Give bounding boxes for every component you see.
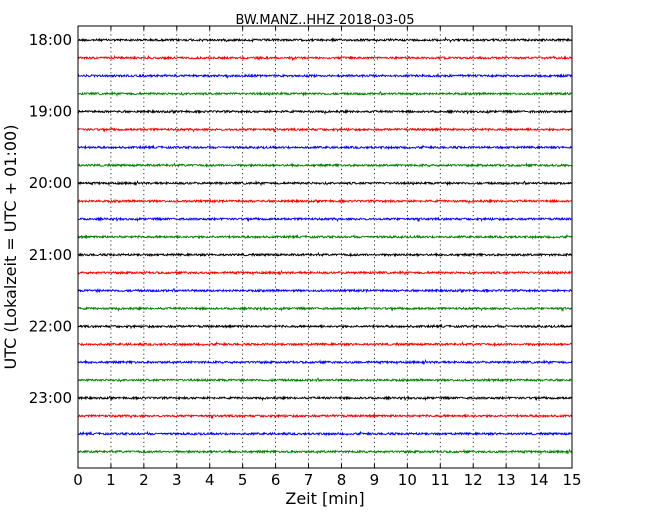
x-axis-ticks: 0 1 2 3 4 5 6 7 8 9 10 11 12 13 14 15 [73,26,582,489]
x-tick-label: 0 [73,471,83,489]
trace-2345 [77,448,573,456]
grid-lines [110,26,540,468]
trace-2145 [77,305,573,312]
y-axis-label: UTC (Lokalzeit = UTC + 01:00) [1,125,20,370]
x-tick-label: 8 [337,471,347,489]
trace-1815 [77,54,573,62]
x-tick-label: 6 [271,471,281,489]
y-tick-label: 21:00 [29,246,72,264]
y-axis-ticks: 18:00 19:00 20:00 21:00 22:00 23:00 [29,31,572,407]
trace-1800 [77,36,573,44]
trace-1915 [77,126,573,133]
x-tick-label: 14 [530,471,549,489]
plot-frame [77,25,573,469]
trace-1945 [77,162,573,169]
trace-2045 [77,233,573,240]
trace-2215 [77,341,573,348]
x-tick-label: 5 [238,471,248,489]
trace-1930 [77,144,573,151]
chart-title: BW.MANZ..HHZ 2018-03-05 [235,13,414,28]
x-tick-label: 11 [431,471,450,489]
x-tick-label: 4 [205,471,215,489]
y-tick-label: 19:00 [29,103,72,121]
x-tick-label: 12 [464,471,483,489]
trace-1900 [77,108,573,115]
trace-2100 [77,251,573,258]
trace-2115 [77,269,573,277]
trace-2245 [77,377,573,384]
trace-1830 [77,72,573,79]
trace-2030 [77,216,573,223]
x-tick-label: 15 [562,471,581,489]
trace-2230 [77,358,573,366]
y-tick-label: 20:00 [29,174,72,192]
x-tick-label: 7 [304,471,314,489]
x-tick-label: 1 [106,471,116,489]
x-tick-label: 3 [172,471,182,489]
x-tick-label: 13 [497,471,516,489]
seismic-traces [77,36,573,456]
trace-2300 [77,395,573,402]
trace-2000 [77,179,573,187]
x-tick-label: 10 [398,471,417,489]
x-tick-label: 9 [370,471,380,489]
y-tick-label: 18:00 [29,31,72,49]
trace-2130 [77,287,573,294]
trace-2200 [77,323,573,330]
trace-2330 [77,430,573,437]
x-tick-label: 2 [139,471,149,489]
trace-2315 [77,413,573,420]
x-axis-label: Zeit [min] [285,489,364,508]
y-tick-label: 22:00 [29,317,72,335]
trace-2015 [77,198,573,205]
y-tick-label: 23:00 [29,389,72,407]
trace-1845 [77,90,573,97]
